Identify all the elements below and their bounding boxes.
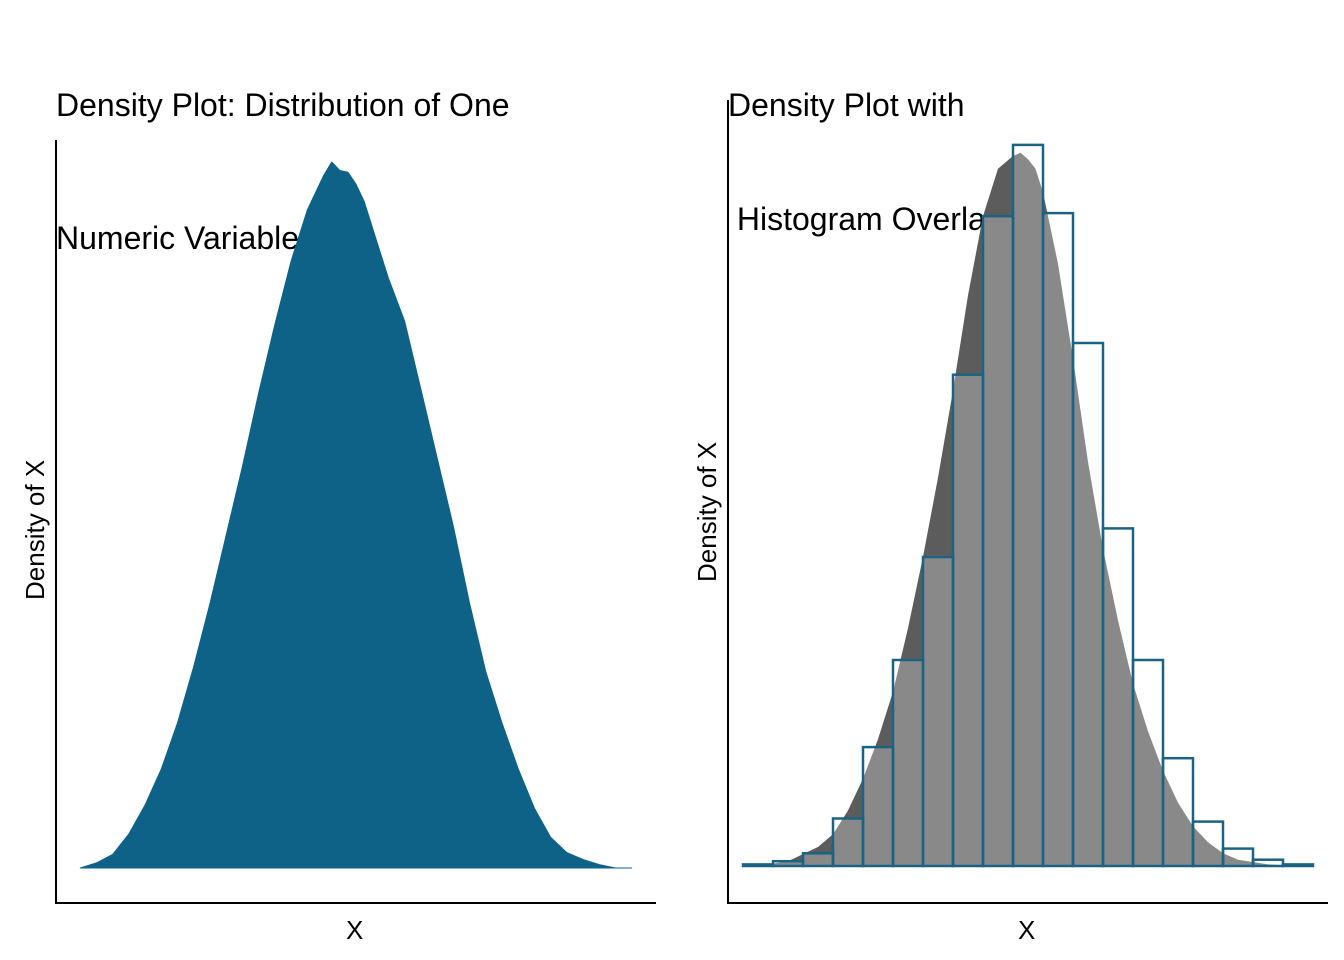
- left-density-plot: [55, 140, 656, 904]
- right-chart-title-line-1: Density Plot with: [728, 87, 965, 123]
- left-chart-title: Density Plot: Distribution of One Numeri…: [56, 10, 510, 352]
- density-area-overlay: [758, 152, 1298, 867]
- histogram-bar: [1161, 756, 1195, 868]
- right-x-axis-label: X: [1018, 915, 1036, 945]
- density-area: [79, 161, 633, 869]
- right-chart-panel: Density Plot with Histogram Overlay Dens…: [672, 0, 1344, 960]
- histogram-bar: [741, 863, 775, 868]
- left-chart-panel: Density Plot: Distribution of One Numeri…: [20, 10, 656, 945]
- left-chart-title-line-1: Density Plot: Distribution of One: [56, 87, 510, 123]
- histogram-bar-bg: [1253, 859, 1283, 866]
- histogram-bar: [1281, 863, 1315, 868]
- histogram-bar: [1221, 847, 1255, 868]
- histogram-bar: [1251, 858, 1285, 868]
- right-chart-title: Density Plot with Histogram Overlay: [728, 10, 1002, 314]
- left-x-axis-label: X: [346, 915, 364, 945]
- right-histogram-density-plot: [727, 100, 1328, 904]
- histogram-bar: [1191, 820, 1225, 868]
- left-chart-title-line-2: Numeric Variable: [56, 220, 300, 256]
